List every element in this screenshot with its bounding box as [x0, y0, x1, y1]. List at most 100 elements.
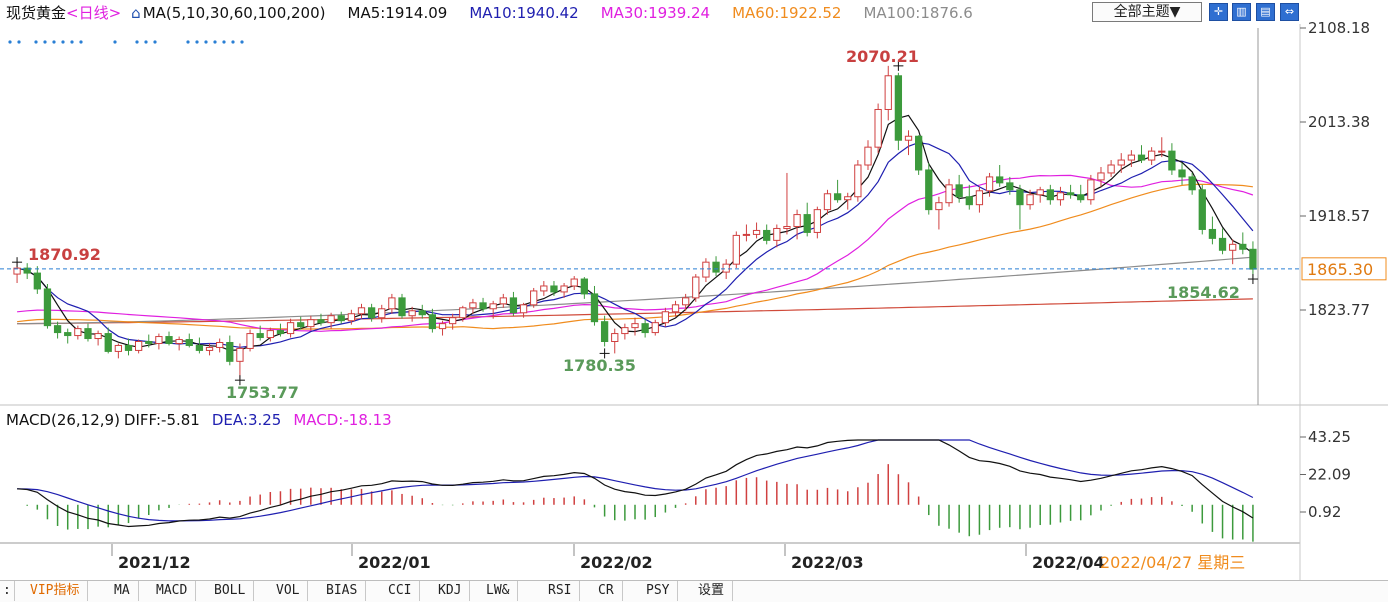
candle-body: [631, 323, 639, 329]
tab-8[interactable]: LW&: [478, 581, 519, 601]
signal-dot: [79, 40, 83, 44]
signal-dot: [144, 40, 148, 44]
ma-value-0: MA5:1914.09: [347, 4, 448, 22]
tab-1[interactable]: MA: [106, 581, 139, 601]
candle-body: [955, 184, 963, 198]
candle-body: [1077, 194, 1085, 201]
candle-body: [844, 196, 852, 201]
candle-body: [398, 297, 406, 317]
expand-icon[interactable]: ⇔: [1280, 3, 1299, 21]
candle-body: [337, 315, 345, 322]
signal-dot: [43, 40, 47, 44]
candle-body: [519, 304, 528, 314]
candle-body: [945, 184, 953, 204]
ma10-line: [16, 141, 1254, 348]
ma-params: MA(5,10,30,60,100,200): [142, 4, 326, 22]
signal-dot: [204, 40, 208, 44]
candle-body: [155, 336, 163, 344]
candle-body: [1188, 176, 1196, 191]
candle-body: [641, 323, 649, 334]
price-annotation: 1854.62: [1167, 283, 1240, 302]
candle-body: [621, 327, 629, 335]
candle-body: [1006, 182, 1014, 191]
candle-body: [1198, 189, 1206, 230]
macd-tick-label: 43.25: [1308, 428, 1351, 446]
macd-value: MACD:-18.13: [293, 411, 392, 429]
candle-body: [996, 176, 1004, 184]
signal-dot: [17, 40, 21, 44]
tab-6[interactable]: CCI: [380, 581, 421, 601]
candle-body: [975, 190, 984, 206]
signal-dot: [8, 40, 12, 44]
signal-dot: [195, 40, 199, 44]
tab-scroll-handle[interactable]: :: [0, 581, 15, 601]
macd-diff-line: [17, 439, 1254, 528]
chart-canvas[interactable]: 2108.18 2013.38 1918.57 1823.77 1865.30 1870.…: [0, 0, 1388, 580]
signal-dot: [213, 40, 217, 44]
candle-body: [165, 336, 173, 344]
candle-body: [864, 146, 872, 166]
ma-value-4: MA100:1876.6: [863, 4, 973, 22]
tab-9[interactable]: RSI: [540, 581, 581, 601]
candle-body: [84, 328, 92, 340]
candle-body: [226, 341, 234, 362]
x-axis-label: 2021/12: [118, 553, 191, 572]
tab-12[interactable]: 设置: [690, 581, 734, 601]
layout-icon[interactable]: ▥: [1232, 3, 1251, 21]
tab-2[interactable]: MACD: [148, 581, 197, 601]
candle-body: [1178, 169, 1186, 178]
tab-0[interactable]: VIP指标: [22, 581, 89, 601]
candle-body: [1087, 179, 1095, 201]
price-tick-label: 1918.57: [1308, 207, 1370, 225]
price-annotation: 1753.77: [226, 383, 299, 402]
all-themes-button[interactable]: 全部主题▼: [1092, 2, 1202, 22]
macd-header: MACD(26,12,9) DIFF:-5.81 DEA:3.25 MACD:-18.…: [6, 411, 404, 431]
tab-11[interactable]: PSY: [638, 581, 679, 601]
tab-7[interactable]: KDJ: [430, 581, 471, 601]
candle-body: [732, 234, 740, 265]
tab-5[interactable]: BIAS: [318, 581, 367, 601]
macd-tick-label: 0.92: [1308, 503, 1341, 521]
period-label[interactable]: <日线>: [66, 4, 122, 22]
candle-body: [1127, 154, 1136, 161]
candle-body: [53, 325, 62, 334]
candle-body: [266, 330, 274, 339]
candle-body: [134, 341, 143, 351]
crosshair-icon[interactable]: ✛: [1209, 3, 1228, 21]
candle-body: [449, 317, 457, 325]
candle-body: [378, 308, 386, 319]
candle-body: [722, 263, 730, 273]
candle-body: [276, 330, 285, 335]
candle-body: [114, 344, 123, 352]
tab-3[interactable]: BOLL: [206, 581, 255, 601]
candle-body: [124, 344, 133, 351]
candle-body: [985, 176, 994, 192]
candle-body: [752, 229, 761, 235]
candle-body: [1229, 243, 1237, 251]
candle-body: [1026, 194, 1034, 206]
signal-dot: [135, 40, 139, 44]
candle-body: [1117, 159, 1125, 166]
ma-indicator-icon[interactable]: ⌂: [131, 4, 141, 22]
candle-body: [216, 341, 224, 348]
x-axis-label: 2022/04: [1032, 553, 1105, 572]
candle-body: [367, 307, 376, 319]
candle-body: [702, 261, 710, 278]
candle-body: [742, 233, 751, 236]
ma100-line: [17, 256, 1253, 325]
candle-body: [489, 303, 497, 310]
macd-diff: DIFF:-5.81: [123, 411, 200, 429]
candle-body: [23, 267, 31, 274]
candle-body: [185, 339, 193, 346]
ma60-line: [17, 183, 1253, 330]
chart-mode-icon[interactable]: ▤: [1256, 3, 1275, 21]
macd-params: MACD(26,12,9): [6, 411, 120, 429]
candle-body: [813, 209, 821, 233]
candle-body: [327, 315, 335, 324]
x-axis-label: 2022/04/27 星期三: [1100, 553, 1245, 572]
tab-10[interactable]: CR: [590, 581, 623, 601]
tab-4[interactable]: VOL: [268, 581, 309, 601]
price-annotation: 2070.21: [846, 47, 919, 66]
candle-body: [935, 202, 943, 211]
